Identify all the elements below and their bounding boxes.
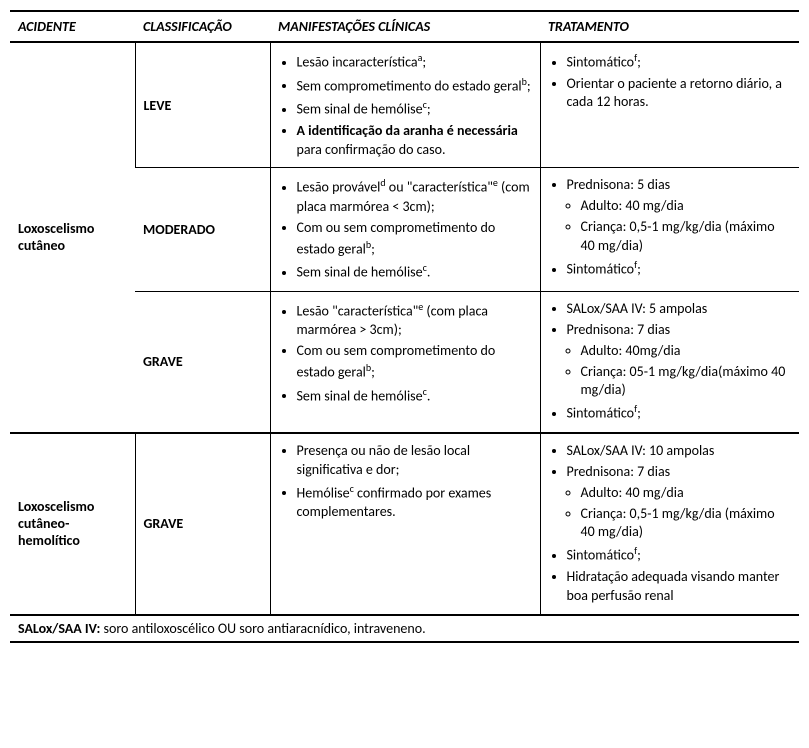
- cell-tratamento: SALox/SAA IV: 10 ampolas Prednisona: 7 di…: [540, 433, 799, 615]
- cell-classificacao: LEVE: [135, 42, 270, 168]
- list-item: Sintomáticof;: [567, 544, 792, 566]
- sub-list: Adulto: 40 mg/dia Criança: 0,5-1 mg/kg/di…: [567, 197, 792, 256]
- list-item: SALox/SAA IV: 5 ampolas: [567, 300, 792, 319]
- list-item: Presença ou não de lesão local significa…: [297, 442, 532, 480]
- item-list: Lesão prováveld ou "característica"e (co…: [279, 176, 532, 282]
- cell-manifestacoes: Presença ou não de lesão local significa…: [270, 433, 540, 615]
- sub-list: Adulto: 40mg/dia Criança: 05-1 mg/kg/dia(…: [567, 342, 792, 401]
- sub-list-item: Criança: 0,5-1 mg/kg/dia (máximo 40 mg/d…: [581, 218, 792, 256]
- list-item: Prednisona: 7 diasAdulto: 40mg/diaCrianç…: [567, 321, 792, 401]
- header-tratamento: TRATAMENTO: [540, 11, 799, 42]
- list-item: Sem comprometimento do estado geralb;: [297, 75, 532, 97]
- list-item: Prednisona: 7 diasAdulto: 40 mg/diaCrian…: [567, 463, 792, 543]
- list-item: A identificação da aranha é necessária p…: [297, 122, 532, 160]
- cell-manifestacoes: Lesão prováveld ou "característica"e (co…: [270, 168, 540, 291]
- list-item: Lesão prováveld ou "característica"e (co…: [297, 176, 532, 216]
- list-item: Hemólisec confirmado por exames compleme…: [297, 482, 532, 522]
- list-item: Hidratação adequada visando manter boa p…: [567, 568, 792, 606]
- list-item: Sem sinal de hemólisec;: [297, 98, 532, 120]
- list-item: SALox/SAA IV: 10 ampolas: [567, 442, 792, 461]
- item-list: SALox/SAA IV: 5 ampolas Prednisona: 7 dia…: [549, 300, 792, 424]
- item-list: Presença ou não de lesão local significa…: [279, 442, 532, 522]
- footer-row: SALox/SAA IV: soro antiloxoscélico OU so…: [10, 615, 799, 642]
- list-item: Lesão "característica"e (com placa marmó…: [297, 300, 532, 340]
- cell-manifestacoes: Lesão "característica"e (com placa marmó…: [270, 291, 540, 433]
- list-item: Orientar o paciente a retorno diário, a …: [567, 75, 792, 113]
- list-item: Com ou sem comprometimento do estado ger…: [297, 342, 532, 382]
- table-row: Loxoscelismo cutâneo-hemolíticoGRAVE Pres…: [10, 433, 799, 615]
- list-item: Sem sinal de hemólisec.: [297, 385, 532, 407]
- header-classificacao: CLASSIFICAÇÃO: [135, 11, 270, 42]
- list-item: Sintomáticof;: [567, 258, 792, 280]
- sub-list-item: Adulto: 40 mg/dia: [581, 484, 792, 503]
- sub-list-item: Criança: 05-1 mg/kg/dia(máximo 40 mg/dia…: [581, 363, 792, 401]
- item-list: Prednisona: 5 diasAdulto: 40 mg/diaCrian…: [549, 176, 792, 279]
- clinical-table: ACIDENTE CLASSIFICAÇÃO MANIFESTAÇÕES CLÍ…: [10, 10, 799, 643]
- cell-classificacao: GRAVE: [135, 291, 270, 433]
- cell-tratamento: Prednisona: 5 diasAdulto: 40 mg/diaCrian…: [540, 168, 799, 291]
- list-item: Lesão incaracterísticaa;: [297, 51, 532, 73]
- cell-tratamento: SALox/SAA IV: 5 ampolas Prednisona: 7 dia…: [540, 291, 799, 433]
- cell-manifestacoes: Lesão incaracterísticaa;Sem comprometime…: [270, 42, 540, 168]
- list-item: Sem sinal de hemólisec.: [297, 261, 532, 283]
- sub-list-item: Criança: 0,5-1 mg/kg/dia (máximo 40 mg/d…: [581, 505, 792, 543]
- header-row: ACIDENTE CLASSIFICAÇÃO MANIFESTAÇÕES CLÍ…: [10, 11, 799, 42]
- sub-list-item: Adulto: 40mg/dia: [581, 342, 792, 361]
- cell-acidente: Loxoscelismo cutâneo: [10, 42, 135, 433]
- list-item: Sintomáticof;: [567, 402, 792, 424]
- footer-cell: SALox/SAA IV: soro antiloxoscélico OU so…: [10, 615, 799, 642]
- cell-classificacao: MODERADO: [135, 168, 270, 291]
- header-manifestacoes: MANIFESTAÇÕES CLÍNICAS: [270, 11, 540, 42]
- item-list: Sintomáticof;Orientar o paciente a retor…: [549, 51, 792, 112]
- cell-classificacao: GRAVE: [135, 433, 270, 615]
- list-item: Prednisona: 5 diasAdulto: 40 mg/diaCrian…: [567, 176, 792, 256]
- cell-tratamento: Sintomáticof;Orientar o paciente a retor…: [540, 42, 799, 168]
- sub-list-item: Adulto: 40 mg/dia: [581, 197, 792, 216]
- item-list: SALox/SAA IV: 10 ampolas Prednisona: 7 di…: [549, 442, 792, 606]
- table-row: Loxoscelismo cutâneoLEVELesão incaracter…: [10, 42, 799, 168]
- item-list: Lesão incaracterísticaa;Sem comprometime…: [279, 51, 532, 159]
- list-item: Com ou sem comprometimento do estado ger…: [297, 219, 532, 259]
- header-acidente: ACIDENTE: [10, 11, 135, 42]
- cell-acidente: Loxoscelismo cutâneo-hemolítico: [10, 433, 135, 615]
- list-item: Sintomáticof;: [567, 51, 792, 73]
- item-list: Lesão "característica"e (com placa marmó…: [279, 300, 532, 406]
- sub-list: Adulto: 40 mg/dia Criança: 0,5-1 mg/kg/di…: [567, 484, 792, 543]
